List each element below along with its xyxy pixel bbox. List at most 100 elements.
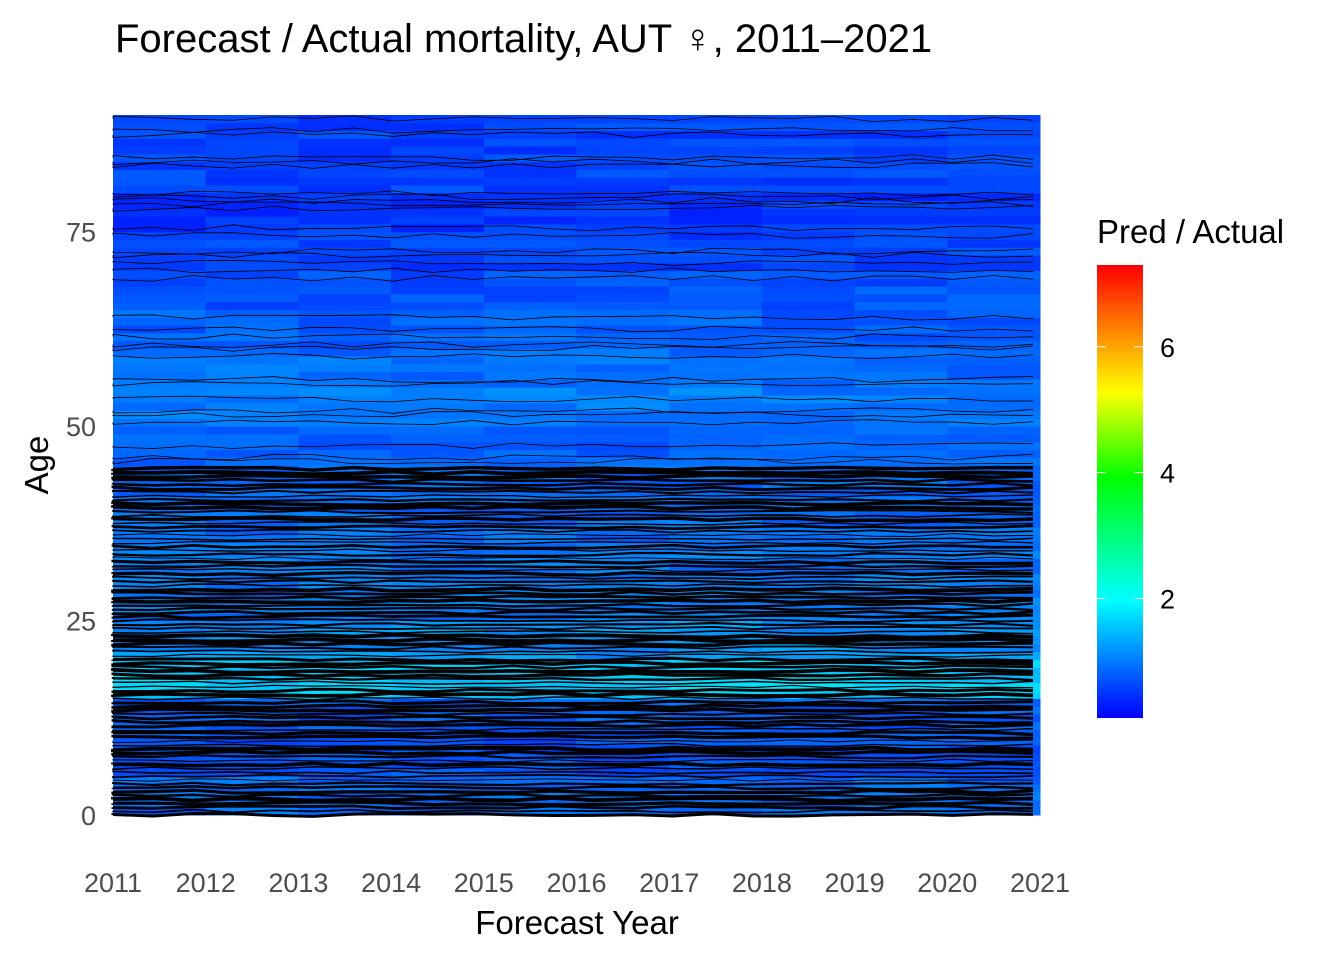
heatmap-cell (947, 332, 1041, 342)
contour-lines (111, 115, 1034, 818)
heatmap-cell (483, 387, 577, 396)
heatmap-cell (854, 402, 948, 412)
heatmap-cell (669, 270, 763, 279)
heatmap-cell (947, 426, 1041, 435)
contour-line (112, 325, 1034, 333)
heatmap-cell (669, 721, 763, 730)
contour-line (112, 457, 1034, 465)
heatmap-cell (761, 449, 856, 458)
heatmap-cell (669, 278, 763, 287)
heatmap-cell (483, 146, 577, 155)
heatmap-cell (205, 231, 299, 240)
heatmap-cell (391, 449, 485, 458)
contour-line (112, 808, 1034, 814)
contour-line (111, 667, 1034, 675)
heatmap-cell (113, 643, 207, 653)
heatmap-cell (761, 146, 856, 155)
contour-line (112, 618, 1034, 623)
contour-line (112, 684, 1034, 689)
heatmap-cell (205, 332, 299, 342)
heatmap-cell (391, 752, 485, 762)
contour-line (111, 730, 1034, 737)
heatmap-cell (391, 402, 485, 412)
heatmap-cell (113, 426, 207, 435)
heatmap-cell (391, 301, 485, 310)
heatmap-cell (205, 348, 299, 357)
heatmap-cell (669, 356, 763, 365)
contour-line (112, 739, 1034, 744)
heatmap-cell (113, 208, 207, 217)
heatmap-cell (483, 441, 577, 450)
heatmap-cell (947, 262, 1041, 272)
heatmap-cell (854, 301, 948, 310)
heatmap-cell (576, 371, 670, 380)
heatmap-cell (761, 643, 856, 653)
contour-line (112, 154, 1034, 161)
heatmap-cell (205, 216, 299, 225)
contour-line (112, 232, 1034, 239)
x-tick-label: 2019 (825, 868, 885, 898)
heatmap-cell (947, 115, 1041, 124)
contour-line (112, 766, 1034, 771)
heatmap-cell (669, 208, 763, 217)
heatmap-cell (947, 169, 1041, 178)
heatmap-cell (391, 410, 485, 419)
heatmap-cell (854, 216, 948, 225)
heatmap-cell (205, 138, 299, 147)
heatmap-cell (761, 223, 856, 233)
heatmap-cell (298, 807, 392, 816)
heatmap-cell (391, 737, 485, 746)
heatmap-cell (483, 185, 577, 194)
x-tick-label: 2016 (546, 868, 606, 898)
contour-line (111, 788, 1034, 795)
heatmap-cell (761, 239, 856, 248)
heatmap-cell (298, 566, 392, 575)
heatmap-cell (298, 387, 392, 396)
heatmap-cell (205, 317, 299, 326)
heatmap-cell (391, 325, 485, 334)
contour-line (112, 494, 1034, 499)
heatmap-cell (576, 262, 670, 272)
heatmap-cell (854, 192, 948, 202)
heatmap-cell (761, 208, 856, 217)
heatmap-cell (298, 371, 392, 380)
heatmap-cell (669, 317, 763, 326)
chart-title: Forecast / Actual mortality, AUT ♀, 2011… (115, 17, 932, 61)
heatmap-cell (669, 161, 763, 170)
x-tick-label: 2020 (917, 868, 977, 898)
heatmap-cell (298, 278, 392, 287)
heatmap-cell (669, 325, 763, 334)
heatmap-cell (947, 449, 1041, 458)
heatmap-cell (205, 566, 299, 575)
heatmap-cell (205, 449, 299, 458)
contour-line (111, 636, 1034, 644)
heatmap-cell (298, 441, 392, 450)
heatmap-cell (854, 418, 948, 427)
contour-line (111, 633, 1034, 640)
heatmap-cell (761, 270, 856, 279)
heatmap-cell (113, 317, 207, 326)
heatmap-cell (761, 340, 856, 349)
heatmap-cell (761, 356, 856, 365)
heatmap-cell (669, 418, 763, 427)
heatmap-cell (854, 153, 948, 163)
heatmap-cell (391, 488, 485, 497)
heatmap-cell (391, 309, 485, 318)
contour-line (112, 407, 1034, 414)
contour-line (111, 792, 1034, 799)
heatmap-cell (113, 332, 207, 342)
contour-line (111, 586, 1034, 593)
heatmap-cell (298, 169, 392, 178)
heatmap-cell (391, 208, 485, 217)
contour-line (111, 687, 1034, 694)
heatmap-cell (483, 340, 577, 349)
heatmap-cell (854, 161, 948, 170)
legend-ticks: 2 4 6 (1097, 333, 1175, 614)
contour-line (112, 333, 1034, 340)
heatmap-cell (391, 153, 485, 163)
heatmap-cell (947, 301, 1041, 310)
heatmap-cell (113, 138, 207, 147)
x-tick-label: 2015 (454, 868, 514, 898)
contour-line (112, 158, 1034, 165)
heatmap-cell (205, 410, 299, 419)
